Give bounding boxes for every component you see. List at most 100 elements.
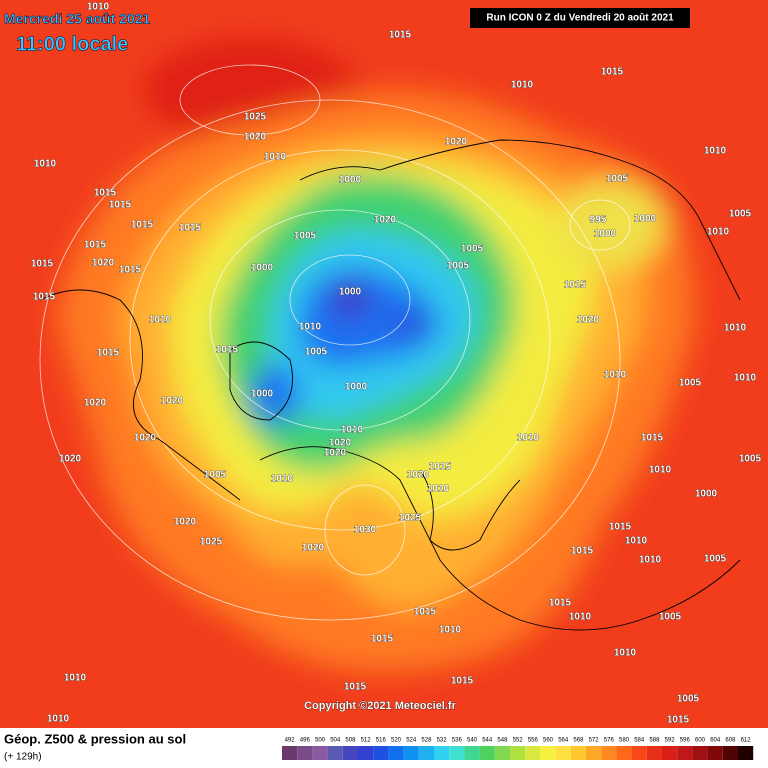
legend-swatch [738, 746, 754, 760]
isobar-label: 1005 [739, 454, 762, 465]
legend-swatch [418, 746, 434, 760]
legend-label: 552 [513, 738, 524, 744]
legend-label: 520 [391, 738, 402, 744]
isobar-label: 1015 [641, 433, 664, 444]
isobar-label: 1010 [625, 536, 648, 547]
isobar-label: 1020 [244, 132, 267, 143]
isobar-label: 1010 [64, 673, 87, 684]
isobar-label: 1015 [84, 240, 107, 251]
isobar-label: 1020 [374, 215, 397, 226]
isobar-labels: 1010101510151010102510201010102010101010… [31, 1, 762, 726]
date-label: Mercredi 25 août 2021 [4, 11, 151, 27]
isobar-label: 1010 [604, 370, 627, 381]
legend-swatch [388, 746, 404, 760]
legend-swatch [464, 746, 480, 760]
legend-label: 548 [497, 738, 508, 744]
isobar-label: 1010 [427, 484, 450, 495]
footer-title: Géop. Z500 & pression au sol [4, 731, 186, 746]
legend-label: 508 [345, 738, 356, 744]
legend-swatch [677, 746, 693, 760]
isobar-label: 1020 [324, 448, 347, 459]
isobar-label: 1015 [549, 598, 572, 609]
isobar-label: 1000 [339, 287, 362, 298]
legend-label: 500 [315, 738, 326, 744]
isobar-label: 1010 [47, 714, 70, 725]
isobar-label: 1010 [569, 612, 592, 623]
isobar-label: 1025 [200, 537, 223, 548]
footer-lead: (+ 129h) [4, 752, 42, 763]
legend-swatch [434, 746, 450, 760]
legend-swatch [479, 746, 495, 760]
isobar-label: 1015 [179, 223, 202, 234]
legend-swatch [601, 746, 617, 760]
isobar-label: 1010 [439, 625, 462, 636]
legend-swatch [358, 746, 374, 760]
legend-label: 604 [710, 738, 721, 744]
legend-label: 580 [619, 738, 630, 744]
isobar-label: 1010 [724, 323, 747, 334]
legend-label: 560 [543, 738, 554, 744]
legend-swatch [616, 746, 632, 760]
run-label: Run ICON 0 Z du Vendredi 20 août 2021 [486, 13, 674, 24]
legend-swatch [662, 746, 678, 760]
legend-label: 516 [376, 738, 387, 744]
legend-label: 600 [695, 738, 706, 744]
isobar-label: 1015 [371, 634, 394, 645]
isobar-label: 1020 [174, 517, 197, 528]
isobar-label: 1010 [271, 474, 294, 485]
isobar-label: 1015 [451, 676, 474, 687]
legend-label: 492 [285, 738, 296, 744]
legend-swatch [510, 746, 526, 760]
isobar-label: 1000 [251, 389, 274, 400]
legend-swatch [525, 746, 541, 760]
legend-label: 556 [528, 738, 539, 744]
legend-swatch [342, 746, 358, 760]
isobar-label: 1015 [97, 348, 120, 359]
isobar-label: 1015 [571, 546, 594, 557]
isobar-label: 1010 [734, 373, 757, 384]
isobar-label: 1015 [414, 607, 437, 618]
legend-swatch [449, 746, 465, 760]
legend-swatch [722, 746, 738, 760]
legend-label: 592 [665, 738, 676, 744]
isobar-label: 1010 [264, 152, 287, 163]
isobar-label: 995 [590, 215, 607, 226]
isobar-label: 1005 [606, 174, 629, 185]
isobar-label: 1020 [577, 315, 600, 326]
isobar-label: 1020 [329, 438, 352, 449]
legend-swatch [586, 746, 602, 760]
isobar-label: 1005 [704, 554, 727, 565]
legend-label: 572 [589, 738, 600, 744]
isobar-label: 1015 [601, 67, 624, 78]
legend-swatch [631, 746, 647, 760]
legend-label: 608 [725, 738, 736, 744]
isobar-label: 1015 [429, 462, 452, 473]
isobar-label: 1020 [59, 454, 82, 465]
legend-label: 504 [330, 738, 341, 744]
isobar-label: 1015 [119, 265, 142, 276]
isobar-label: 1010 [511, 80, 534, 91]
isobar-label: 1000 [251, 263, 274, 274]
isobar-label: 1000 [339, 175, 362, 186]
isobar-label: 1015 [609, 522, 632, 533]
legend-label: 612 [741, 738, 752, 744]
isobar-label: 1010 [614, 648, 637, 659]
copyright: Copyright ©2021 Meteociel.fr [304, 700, 456, 712]
isobar-label: 1005 [679, 378, 702, 389]
legend-swatch [373, 746, 389, 760]
legend-swatch [540, 746, 556, 760]
color-legend: 492 496 500 504 508 512 516 520 524 528 532 536 540 5… [282, 738, 754, 760]
legend-swatch [570, 746, 586, 760]
legend-label: 576 [604, 738, 615, 744]
isobar-label: 1020 [445, 137, 468, 148]
isobar-label: 1025 [399, 513, 422, 524]
legend-swatch [282, 746, 298, 760]
isobar-contours [39, 64, 631, 621]
isobar-label: 1005 [659, 612, 682, 623]
legend-label: 568 [573, 738, 584, 744]
isobar-label: 1005 [294, 231, 317, 242]
isobar-label: 1010 [707, 227, 730, 238]
legend-swatch [327, 746, 343, 760]
